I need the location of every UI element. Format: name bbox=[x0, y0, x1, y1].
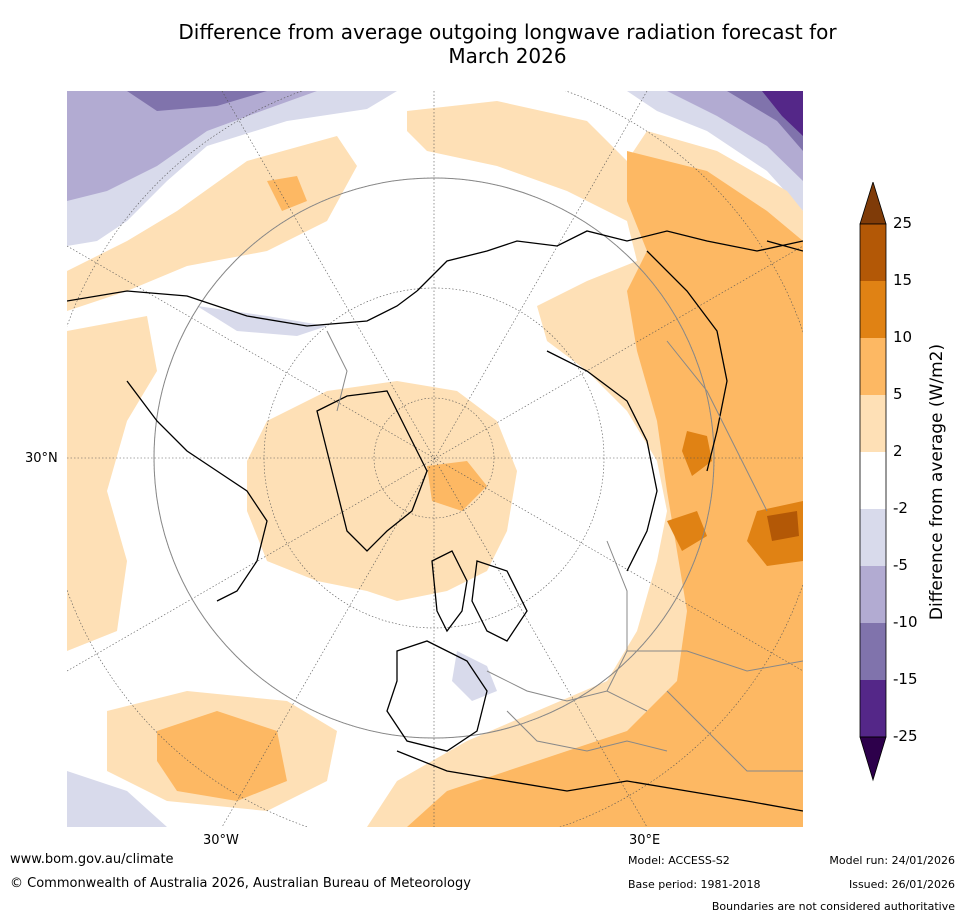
colorbar-tick: -10 bbox=[893, 613, 918, 631]
longitude-label-30w: 30°W bbox=[203, 833, 239, 848]
base-period-text: Base period: 1981-2018 bbox=[628, 878, 761, 891]
colorbar-tick: -5 bbox=[893, 556, 908, 574]
colorbar-band-m10-m15 bbox=[860, 623, 886, 680]
colorbar-band-15-25 bbox=[860, 224, 886, 281]
colorbar-tick: -2 bbox=[893, 499, 908, 517]
colorbar-band-neutral bbox=[860, 452, 886, 509]
model-run-text: Model run: 24/01/2026 bbox=[829, 854, 955, 867]
colorbar-tick: 15 bbox=[893, 271, 913, 289]
issued-text: Issued: 26/01/2026 bbox=[848, 878, 955, 891]
colorbar-tick: 2 bbox=[893, 442, 903, 460]
colorbar-svg bbox=[859, 180, 887, 782]
colorbar-tick: 10 bbox=[893, 328, 913, 346]
colorbar-band-m15-m25 bbox=[860, 680, 886, 737]
country-borders bbox=[326, 330, 803, 772]
colorbar-title: Difference from average (W/m2) bbox=[927, 343, 947, 621]
positive-anomaly-regions bbox=[67, 101, 803, 827]
title-line-1: Difference from average outgoing longwav… bbox=[178, 20, 837, 44]
coastlines bbox=[67, 230, 803, 812]
colorbar-tick: 25 bbox=[893, 214, 913, 232]
map-circle-boundary bbox=[153, 177, 715, 739]
copyright-text: © Commonwealth of Australia 2026, Austra… bbox=[10, 876, 471, 891]
colorbar-band-10-15 bbox=[860, 281, 886, 338]
colorbar-tick: -25 bbox=[893, 727, 918, 745]
colorbar-over-extend bbox=[859, 180, 887, 225]
longitude-label-30e: 30°E bbox=[629, 833, 661, 848]
colorbar-band-m2-m5 bbox=[860, 509, 886, 566]
colorbar-tick: 5 bbox=[893, 385, 903, 403]
colorbar-band-m5-m10 bbox=[860, 566, 886, 623]
colorbar-band-5-10 bbox=[860, 338, 886, 395]
colorbar-tick: -15 bbox=[893, 670, 918, 688]
website-link[interactable]: www.bom.gov.au/climate bbox=[10, 852, 174, 867]
map-canvas bbox=[67, 91, 803, 827]
colorbar-frame bbox=[859, 223, 887, 738]
model-text: Model: ACCESS-S2 bbox=[628, 854, 730, 867]
chart-title: Difference from average outgoing longwav… bbox=[100, 20, 915, 68]
colorbar-band-2-5 bbox=[860, 395, 886, 452]
disclaimer-text: Boundaries are not considered authoritat… bbox=[711, 900, 955, 913]
latitude-label-30n: 30°N bbox=[25, 451, 58, 466]
colorbar-under-extend bbox=[859, 736, 887, 782]
title-line-2: March 2026 bbox=[448, 44, 567, 68]
colorbar bbox=[858, 180, 888, 782]
polar-map bbox=[67, 91, 803, 827]
